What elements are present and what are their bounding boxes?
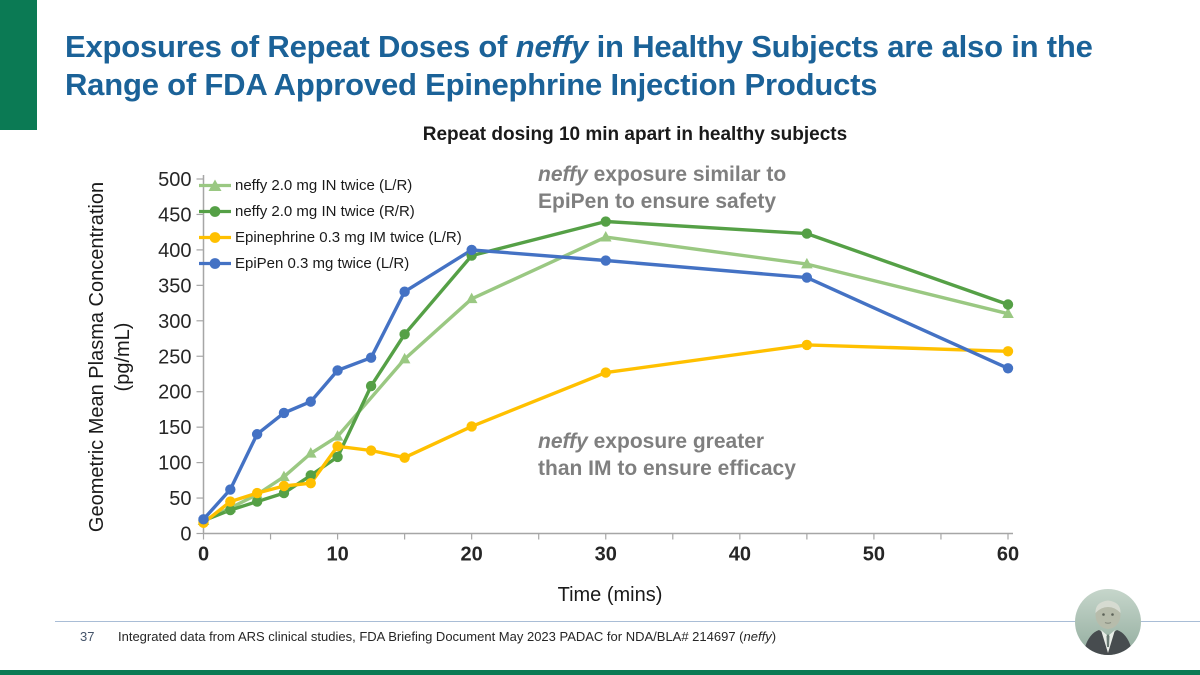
- legend-item-epinephrine-im: Epinephrine 0.3 mg IM twice (L/R): [198, 224, 462, 250]
- data-point-circle: [251, 496, 263, 507]
- y-tick-label: 250: [158, 346, 191, 368]
- avatar-hair: [1095, 600, 1121, 613]
- data-point-circle: [399, 452, 410, 463]
- data-point-circle: [332, 441, 343, 452]
- data-point-circle: [305, 477, 316, 489]
- x-tick-label: 50: [863, 544, 885, 566]
- data-point-circle: [198, 514, 209, 525]
- bottom-accent-bar: [0, 670, 1200, 675]
- data-point-circle: [251, 487, 263, 499]
- x-axis-title: Time (mins): [557, 584, 663, 606]
- data-point-circle: [1002, 363, 1014, 374]
- data-point-circle: [399, 286, 410, 297]
- x-tick-label: 30: [595, 544, 617, 566]
- data-point-circle: [365, 380, 377, 392]
- data-point-triangle: [304, 447, 317, 458]
- data-point-circle: [251, 429, 263, 440]
- data-point-circle: [365, 445, 377, 456]
- legend-item-epipen: EpiPen 0.3 mg twice (L/R): [198, 250, 462, 276]
- y-tick-label: 50: [169, 488, 191, 510]
- data-point-circle: [1002, 346, 1014, 357]
- data-point-circle: [466, 244, 477, 256]
- chart-legend: neffy 2.0 mg IN twice (L/R) neffy 2.0 mg…: [198, 172, 462, 276]
- x-tick-label: 0: [198, 544, 209, 566]
- data-point-triangle: [398, 352, 411, 364]
- data-point-triangle: [599, 230, 612, 242]
- data-point-circle: [600, 216, 611, 227]
- data-point-circle: [801, 228, 813, 239]
- slide-title: Exposures of Repeat Doses of neffy in He…: [65, 28, 1155, 104]
- top-left-accent-bar: [0, 0, 37, 130]
- x-tick-label: 60: [997, 544, 1019, 566]
- y-tick-label: 350: [158, 275, 191, 297]
- legend-marker-circle-icon: [199, 257, 231, 269]
- data-point-circle: [278, 480, 290, 492]
- footer-divider: [55, 621, 1200, 622]
- data-point-circle: [332, 451, 343, 463]
- page-number: 37: [80, 629, 95, 644]
- data-point-triangle: [1002, 307, 1014, 319]
- x-tick-label: 20: [461, 544, 483, 566]
- data-point-triangle: [801, 257, 813, 269]
- data-point-circle: [225, 504, 236, 516]
- avatar-tie: [1106, 634, 1110, 647]
- data-point-circle: [600, 367, 611, 378]
- annotation-safety: neffy exposure similar to EpiPen to ensu…: [538, 163, 787, 213]
- data-point-circle: [278, 407, 290, 419]
- legend-marker-triangle-icon: [199, 179, 231, 191]
- presenter-avatar: [1075, 589, 1141, 655]
- data-point-circle: [801, 339, 813, 351]
- y-tick-label: 450: [158, 204, 191, 226]
- y-tick-label: 400: [158, 240, 191, 262]
- legend-item-neffy-rr: neffy 2.0 mg IN twice (R/R): [198, 198, 462, 224]
- slide-title-text: Exposures of Repeat Doses of neffy in He…: [65, 29, 1093, 102]
- data-point-circle: [225, 484, 236, 495]
- data-point-triangle: [278, 470, 290, 482]
- data-point-circle: [399, 329, 410, 340]
- data-point-triangle: [465, 292, 478, 304]
- data-point-circle: [305, 396, 316, 407]
- y-tick-label: 500: [158, 169, 191, 191]
- y-tick-label: 150: [158, 417, 191, 439]
- y-tick-label: 100: [158, 453, 191, 475]
- x-tick-label: 40: [729, 544, 751, 566]
- y-tick-label: 0: [180, 524, 191, 546]
- data-point-circle: [332, 365, 343, 376]
- legend-item-neffy-lr: neffy 2.0 mg IN twice (L/R): [198, 172, 462, 198]
- annotation-efficacy: neffy exposure greater than IM to ensure…: [538, 430, 796, 480]
- data-point-triangle: [331, 430, 344, 441]
- data-point-circle: [225, 496, 236, 507]
- series-line: [201, 248, 1010, 521]
- data-point-circle: [466, 421, 477, 432]
- data-point-circle: [600, 255, 611, 266]
- y-axis-title: Geometric Mean Plasma Concentration (pg/…: [86, 181, 134, 533]
- data-point-circle: [1002, 299, 1014, 310]
- data-point-circle: [305, 470, 316, 481]
- chart-title: Repeat dosing 10 min apart in healthy su…: [422, 124, 848, 145]
- y-tick-label: 300: [158, 311, 191, 333]
- x-tick-label: 10: [326, 544, 348, 566]
- y-tick-label: 200: [158, 382, 191, 404]
- data-point-circle: [801, 272, 813, 283]
- legend-marker-circle-icon: [199, 231, 231, 243]
- footer-citation: Integrated data from ARS clinical studie…: [118, 629, 777, 644]
- data-point-circle: [365, 352, 377, 363]
- legend-marker-circle-icon: [199, 205, 231, 217]
